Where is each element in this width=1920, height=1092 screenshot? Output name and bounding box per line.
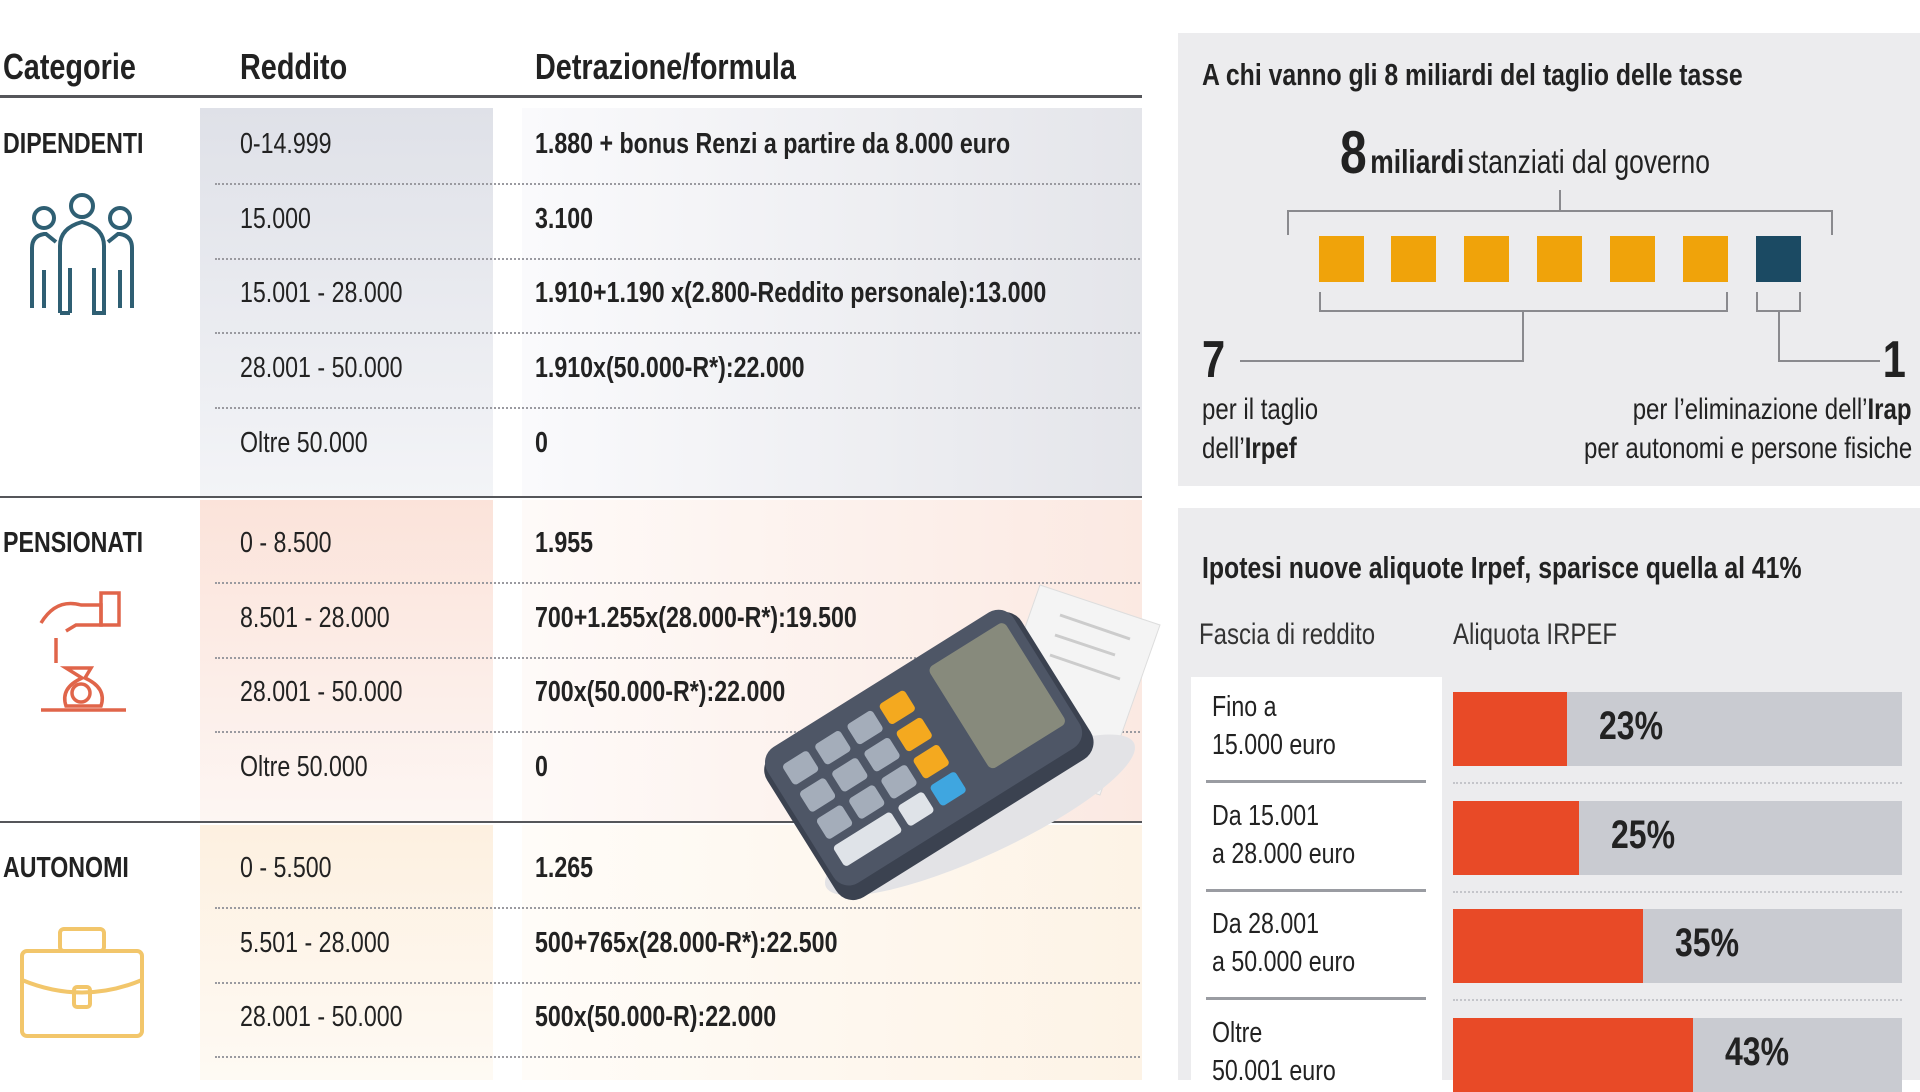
row-divider: [215, 257, 1140, 260]
rate-bar-fill: [1453, 1017, 1694, 1092]
header-detrazione: Detrazione/formula: [535, 46, 796, 87]
formula-cell: 500+765x(28.000-R*):22.500: [535, 926, 838, 959]
rate-value-label: 25%: [1611, 812, 1676, 857]
irpef-billion-square: [1537, 236, 1582, 282]
irap-description: per l’eliminazione dell’Irap per autonom…: [1583, 393, 1912, 465]
people-icon: [30, 193, 134, 315]
header-categorie: Categorie: [3, 46, 136, 87]
budget-split-title: A chi vanno gli 8 miliardi del taglio de…: [1202, 57, 1743, 92]
income-cell: 28.001 - 50.000: [240, 676, 403, 709]
row-divider: [215, 332, 1140, 335]
total-unit: miliardi: [1370, 143, 1465, 180]
formula-cell: 0: [535, 751, 548, 784]
section-divider: [0, 821, 1142, 823]
section-divider: [0, 496, 1142, 498]
row-divider: [215, 183, 1140, 185]
rate-bar-track: 35%: [1453, 909, 1902, 983]
formula-cell: 1.265: [535, 852, 594, 884]
category-autonomi: AUTONOMI: [3, 852, 129, 884]
bar-divider: [1453, 782, 1902, 784]
category-dipendenti: DIPENDENTI: [3, 128, 144, 160]
rate-bar-fill: [1453, 800, 1580, 875]
row-divider: [215, 656, 1140, 659]
row-divider: [215, 407, 1140, 410]
row-divider: [215, 1056, 1140, 1059]
rate-bar-track: 23%: [1453, 692, 1902, 766]
income-cell: 8.501 - 28.000: [240, 601, 390, 634]
formula-column-shade-dipendenti: [522, 108, 1142, 497]
bar-divider: [1453, 890, 1902, 893]
irpef-billion-square: [1464, 236, 1509, 282]
irpef-billion-square: [1610, 236, 1655, 282]
col-rate-header: Aliquota IRPEF: [1453, 618, 1618, 651]
header-divider: [0, 95, 1142, 98]
income-cell: 0 - 8.500: [240, 527, 332, 559]
formula-cell: 700+1.255x(28.000-R*):19.500: [535, 601, 857, 634]
formula-cell: 700x(50.000-R*):22.000: [535, 676, 786, 709]
formula-cell: 3.100: [535, 202, 594, 235]
income-cell: 0-14.999: [240, 128, 332, 160]
rate-value-label: 43%: [1725, 1029, 1790, 1074]
irpef-rates-title: Ipotesi nuove aliquote Irpef, sparisce q…: [1202, 550, 1802, 585]
bar-divider: [1453, 999, 1902, 1001]
row-divider: [215, 731, 1140, 734]
rate-bar-fill: [1453, 909, 1643, 983]
income-column-shade-pensionati: [200, 500, 493, 822]
irap-amount: 1: [1882, 331, 1906, 389]
band-divider: [1206, 780, 1426, 783]
income-cell: 5.501 - 28.000: [240, 926, 390, 959]
income-column-shade-autonomi: [200, 825, 493, 1080]
income-cell: 28.001 - 50.000: [240, 352, 403, 385]
formula-cell: 500x(50.000-R):22.000: [535, 1001, 777, 1034]
hand-money-bag-icon: [39, 591, 126, 712]
income-cell: 15.000: [240, 202, 311, 235]
rate-bar-track: 43%: [1453, 1017, 1902, 1092]
calculator-illustration: [764, 584, 1161, 901]
formula-cell: 1.910+1.190 x(2.800-Reddito personale):1…: [535, 277, 1047, 310]
col-income-header: Fascia di reddito: [1199, 618, 1376, 651]
briefcase-icon: [20, 927, 144, 1038]
irpef-description: per il taglio dell’Irpef: [1202, 393, 1319, 465]
formula-cell: 1.955: [535, 527, 594, 559]
income-cell: 0 - 5.500: [240, 852, 332, 884]
total-amount: 8 miliardi stanziati dal governo: [1340, 118, 1802, 187]
income-band-label: Oltre 50.001 euro: [1212, 1016, 1336, 1087]
band-divider: [1206, 997, 1426, 1000]
irap-billion-square: [1756, 236, 1801, 282]
formula-cell: 1.910x(50.000-R*):22.000: [535, 352, 805, 385]
income-band-label: Fino a 15.000 euro: [1212, 691, 1336, 761]
income-bands-box: [1191, 677, 1442, 1080]
rate-bar-track: 25%: [1453, 800, 1902, 875]
category-pensionati: PENSIONATI: [3, 527, 144, 559]
row-divider: [215, 582, 1140, 584]
irpef-billion-square: [1391, 236, 1436, 282]
income-cell: Oltre 50.000: [240, 751, 368, 784]
irpef-billion-square: [1319, 236, 1364, 282]
total-number: 8: [1340, 119, 1367, 186]
income-band-label: Da 28.001 a 50.000 euro: [1212, 908, 1356, 978]
rate-bar-fill: [1453, 692, 1567, 766]
row-divider: [215, 907, 1140, 909]
rate-value-label: 35%: [1674, 921, 1739, 965]
irpef-amount: 7: [1202, 331, 1226, 389]
irpef-billion-square: [1683, 236, 1728, 282]
irap-bracket: [1756, 310, 1801, 312]
formula-cell: 1.880 + bonus Renzi a partire da 8.000 e…: [535, 128, 1011, 160]
total-rest: stanziati dal governo: [1467, 143, 1710, 180]
header-reddito: Reddito: [240, 46, 348, 87]
formula-cell: 0: [535, 426, 548, 459]
top-bracket: [1287, 210, 1833, 212]
income-column-shade-dipendenti: [200, 108, 493, 497]
income-band-label: Da 15.001 a 28.000 euro: [1212, 799, 1356, 870]
income-cell: 15.001 - 28.000: [240, 277, 403, 310]
income-cell: Oltre 50.000: [240, 426, 368, 459]
rate-value-label: 23%: [1598, 704, 1663, 748]
irpef-bracket: [1319, 310, 1728, 312]
band-divider: [1206, 888, 1426, 892]
row-divider: [215, 981, 1140, 984]
income-cell: 28.001 - 50.000: [240, 1001, 403, 1034]
